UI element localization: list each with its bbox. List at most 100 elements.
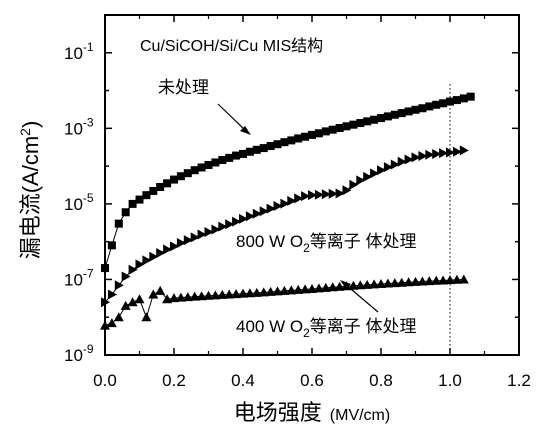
data-point	[258, 287, 269, 297]
data-point	[190, 232, 200, 243]
data-point	[355, 280, 366, 290]
data-point	[287, 195, 297, 206]
data-point	[127, 297, 138, 307]
x-tick-label: 0.0	[93, 371, 117, 390]
data-point	[259, 144, 268, 153]
data-point	[197, 163, 206, 172]
data-point	[142, 191, 151, 200]
data-point	[425, 102, 434, 111]
data-point	[190, 166, 199, 175]
data-point	[383, 162, 393, 173]
data-point	[189, 291, 200, 301]
data-point	[211, 158, 220, 167]
series-label-400w-arrowhead	[340, 280, 351, 289]
data-point	[335, 124, 344, 133]
data-point	[149, 251, 159, 262]
data-point	[342, 185, 352, 196]
x-axis-label: 电场强度 (MV/cm)	[234, 400, 390, 425]
x-tick-label: 1.0	[438, 371, 462, 390]
data-point	[163, 179, 172, 188]
data-point	[349, 179, 359, 190]
data-point	[273, 140, 282, 149]
series-label-untreated-text: 未处理	[158, 78, 209, 97]
data-point	[327, 282, 338, 292]
data-point	[141, 312, 152, 322]
data-point	[300, 284, 311, 294]
data-point	[301, 132, 310, 141]
series-0	[101, 92, 475, 273]
data-point	[252, 208, 262, 219]
data-point	[169, 293, 179, 303]
data-point	[452, 96, 461, 105]
y-axis-label-close: )	[18, 121, 43, 128]
data-point	[369, 279, 380, 289]
data-point	[307, 283, 317, 293]
data-point	[142, 255, 152, 266]
series-label-untreated: 未处理	[158, 78, 251, 135]
data-point	[411, 105, 420, 114]
data-point	[245, 147, 254, 156]
data-point	[321, 127, 330, 136]
data-point	[389, 278, 400, 288]
data-point	[404, 154, 414, 165]
data-point	[128, 199, 137, 208]
data-point	[418, 104, 427, 113]
data-point	[114, 219, 123, 228]
data-point	[417, 276, 428, 286]
series-label-800w: 800 W O2等离子 体处理	[236, 232, 417, 255]
data-point	[439, 148, 449, 159]
data-point	[259, 206, 269, 217]
y-axis-label-main: 漏电流(A/cm	[18, 136, 43, 259]
data-point	[286, 285, 297, 295]
data-point	[204, 227, 214, 238]
data-point	[176, 238, 186, 249]
data-point	[466, 92, 475, 101]
data-point	[218, 221, 228, 232]
data-point	[183, 169, 192, 178]
data-point	[356, 119, 365, 128]
data-point	[301, 191, 311, 202]
series-1	[101, 145, 469, 308]
data-point	[196, 291, 207, 301]
data-point	[445, 275, 455, 285]
data-point	[266, 142, 275, 151]
y-tick-label: 10-5	[64, 191, 94, 214]
data-point	[128, 264, 138, 275]
data-point	[376, 278, 386, 288]
series-label-800w-sub: 2	[303, 241, 310, 255]
x-tick-label: 0.4	[231, 371, 255, 390]
data-point	[382, 278, 393, 288]
data-point	[362, 279, 373, 289]
data-point	[356, 175, 366, 186]
data-point	[170, 175, 178, 184]
data-point	[265, 286, 276, 296]
data-point	[225, 153, 234, 162]
data-point	[135, 195, 144, 204]
series-label-800w-text: 800 W O2等离子 体处理	[236, 232, 417, 255]
chart-title: Cu/SiCOH/Si/Cu MIS结构	[140, 37, 323, 55]
data-point	[370, 115, 379, 124]
data-point	[113, 312, 124, 322]
series-label-untreated-arrowhead	[240, 126, 251, 135]
data-point	[293, 284, 304, 294]
y-tick-label: 10-7	[64, 266, 94, 289]
data-point	[348, 280, 359, 290]
data-point	[218, 156, 227, 165]
data-point	[397, 156, 407, 167]
data-point	[156, 248, 166, 259]
data-point	[321, 189, 331, 200]
data-point	[238, 288, 248, 298]
data-point	[107, 241, 116, 250]
data-point	[425, 149, 435, 160]
data-point	[120, 300, 131, 310]
plot-frame	[104, 14, 520, 356]
series-label-400w-sub: 2	[303, 326, 310, 340]
data-point	[403, 277, 414, 287]
series-label-400w-text: 400 W O2等离子 体处理	[236, 317, 417, 340]
data-point	[313, 283, 324, 293]
data-point	[210, 290, 221, 300]
data-point	[121, 271, 131, 282]
data-point	[390, 159, 400, 170]
y-tick-label: 10-3	[64, 115, 94, 138]
